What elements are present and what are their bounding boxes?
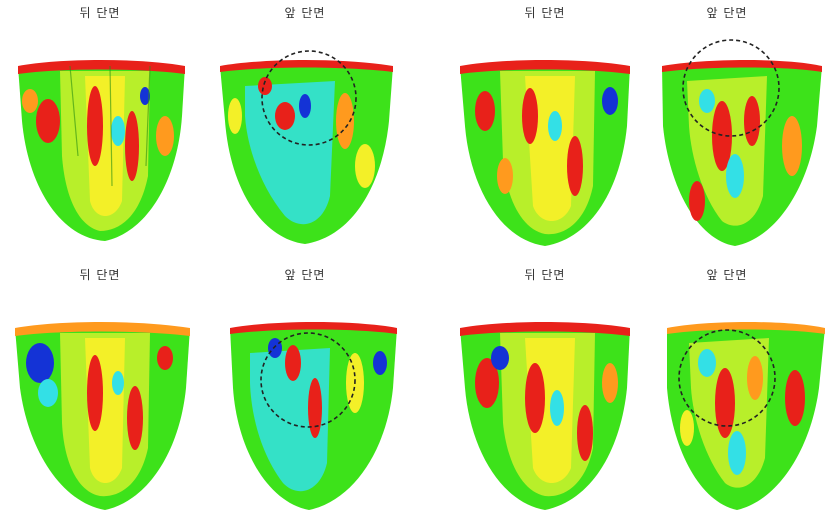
panel-posterior-4: 뒤 단면 xyxy=(445,262,645,517)
heart-surface-image xyxy=(18,60,185,241)
heart-surface-image xyxy=(15,322,190,510)
panel-anterior-2: 앞 단면 xyxy=(627,0,827,255)
heart-surface-image xyxy=(662,39,822,246)
highlight-circle xyxy=(260,332,356,428)
panel-label: 앞 단면 xyxy=(706,268,748,282)
panel-anterior-4: 앞 단면 xyxy=(627,262,827,517)
panel-label: 뒤 단면 xyxy=(524,268,566,282)
heart-surface-image xyxy=(230,322,397,510)
panel-anterior-1: 앞 단면 xyxy=(205,0,405,255)
panel-posterior-1: 뒤 단면 xyxy=(0,0,200,255)
heart-surface-image xyxy=(460,322,630,510)
panel-label: 뒤 단면 xyxy=(79,268,121,282)
panel-posterior-2: 뒤 단면 xyxy=(445,0,645,255)
highlight-circle xyxy=(678,329,776,427)
panel-label: 뒤 단면 xyxy=(524,6,566,20)
panel-label: 뒤 단면 xyxy=(79,6,121,20)
heart-surface-image xyxy=(220,50,393,244)
highlight-circle xyxy=(682,39,780,137)
panel-label: 앞 단면 xyxy=(284,268,326,282)
heart-surface-image xyxy=(460,60,630,246)
panel-anterior-3: 앞 단면 xyxy=(205,262,405,517)
highlight-circle xyxy=(261,50,357,146)
panel-posterior-3: 뒤 단면 xyxy=(0,262,200,517)
panel-label: 앞 단면 xyxy=(706,6,748,20)
heart-surface-image xyxy=(667,322,825,510)
panel-label: 앞 단면 xyxy=(284,6,326,20)
